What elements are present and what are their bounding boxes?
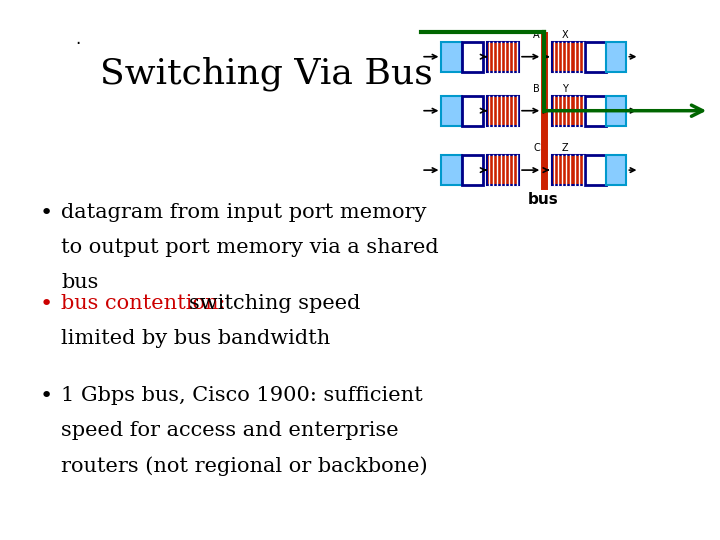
Text: speed for access and enterprise: speed for access and enterprise — [61, 421, 399, 440]
Text: limited by bus bandwidth: limited by bus bandwidth — [61, 329, 330, 348]
Text: Z: Z — [562, 143, 569, 153]
Text: 1 Gbps bus, Cisco 1900: sufficient: 1 Gbps bus, Cisco 1900: sufficient — [61, 386, 423, 405]
Bar — [441, 96, 462, 125]
Text: datagram from input port memory: datagram from input port memory — [61, 202, 427, 221]
Bar — [487, 155, 519, 185]
Text: routers (not regional or backbone): routers (not regional or backbone) — [61, 456, 428, 476]
Bar — [585, 96, 606, 125]
Text: A: A — [533, 30, 540, 40]
Text: switching speed: switching speed — [189, 294, 361, 313]
Text: bus: bus — [61, 273, 99, 292]
Text: Y: Y — [562, 84, 568, 94]
Bar — [441, 42, 462, 71]
Text: bus contention:: bus contention: — [61, 294, 233, 313]
Bar — [606, 155, 626, 185]
Bar — [552, 96, 585, 125]
Text: •: • — [40, 202, 53, 222]
Text: Switching Via Bus: Switching Via Bus — [100, 57, 433, 91]
Text: .: . — [76, 30, 81, 48]
Text: •: • — [40, 294, 53, 314]
Bar — [462, 96, 483, 125]
Text: C: C — [533, 143, 540, 153]
Text: B: B — [533, 84, 540, 94]
Bar — [552, 42, 585, 71]
Bar — [441, 155, 462, 185]
Bar — [487, 96, 519, 125]
Bar — [585, 155, 606, 185]
Bar — [606, 42, 626, 71]
Bar — [585, 42, 606, 71]
Text: bus: bus — [528, 192, 559, 207]
Text: X: X — [562, 30, 569, 40]
Bar — [487, 42, 519, 71]
Bar — [462, 42, 483, 71]
Text: •: • — [40, 386, 53, 406]
Bar — [606, 96, 626, 125]
Text: to output port memory via a shared: to output port memory via a shared — [61, 238, 438, 256]
Bar — [462, 155, 483, 185]
Bar — [552, 155, 585, 185]
